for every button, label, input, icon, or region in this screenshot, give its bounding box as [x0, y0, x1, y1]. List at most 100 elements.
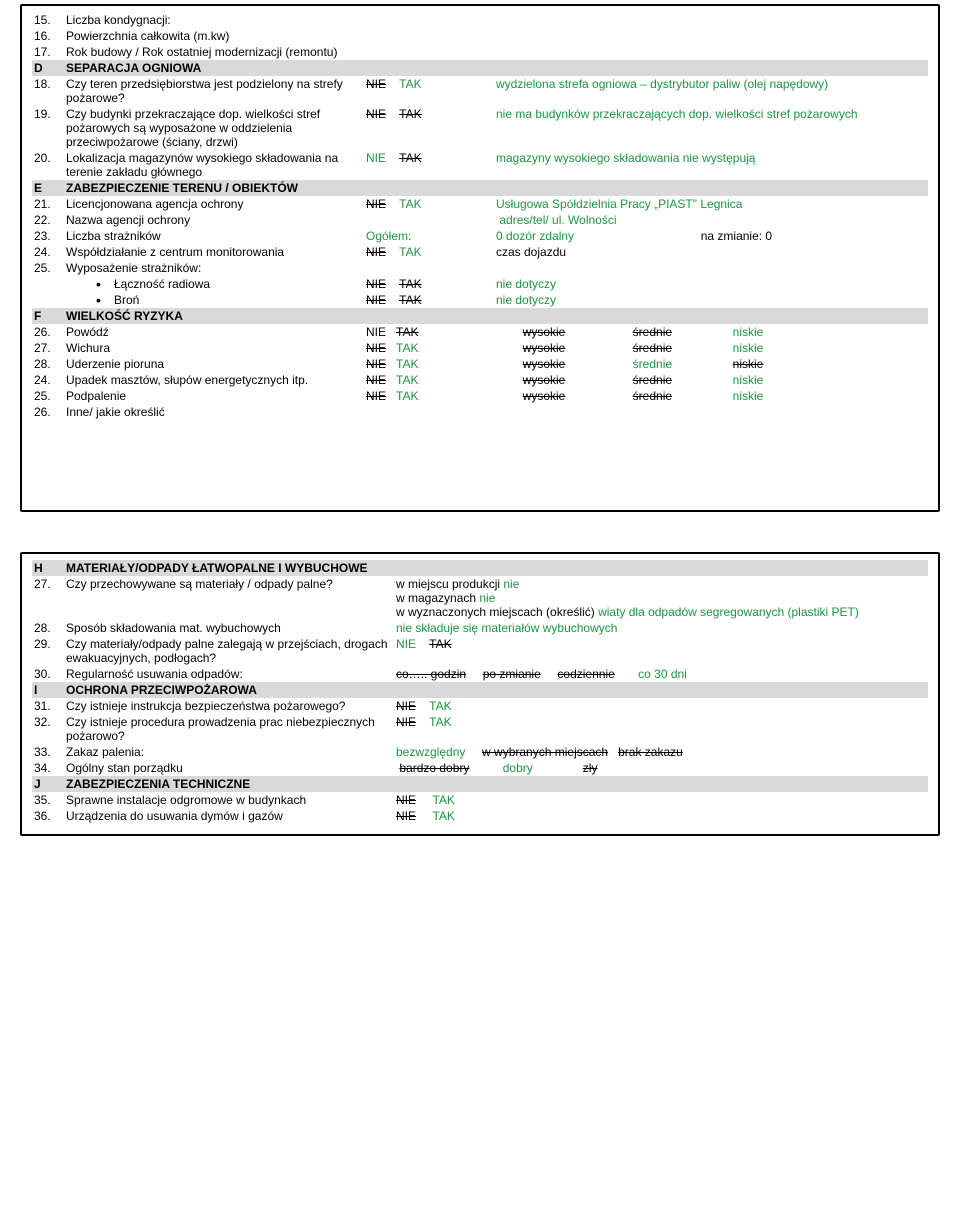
opts: NIE TAK [366, 293, 496, 307]
row-label: Czy budynki przekraczające dop. wielkośc… [66, 107, 366, 149]
nie-option: NIE [366, 107, 386, 121]
opts: NIE TAK [366, 151, 496, 165]
risk-row: 27.WichuraNIE TAK wysokieśrednieniskie [32, 340, 928, 356]
risk-row: 24.Upadek masztów, słupów energetycznych… [32, 372, 928, 388]
bullet-label: Łączność radiowa [114, 277, 366, 291]
row-num: 35. [32, 793, 66, 807]
opts: NIE TAK [396, 637, 928, 651]
note: adres/tel/ ul. Wolności [496, 213, 928, 227]
opts: NIE TAK [366, 277, 496, 291]
row-num: 15. [32, 13, 66, 27]
row-label: Czy istnieje procedura prowadzenia prac … [66, 715, 396, 743]
row-17: 17. Rok budowy / Rok ostatniej moderniza… [32, 44, 928, 60]
opts: NIE TAK [396, 793, 928, 807]
opts: NIE TAK [366, 107, 496, 121]
row-label: Powierzchnia całkowita (m.kw) [66, 29, 366, 43]
row-num: 32. [32, 715, 66, 729]
section-title: OCHRONA PRZECIWPOŻAROWA [66, 683, 928, 697]
note: nie ma budynków przekraczających dop. wi… [496, 107, 928, 121]
row-label: Liczba strażników [66, 229, 366, 243]
section-title: ZABEZPIECZENIA TECHNICZNE [54, 777, 928, 791]
note: magazyny wysokiego składowania nie wystę… [496, 151, 928, 165]
row-label: Czy istnieje instrukcja bezpieczeństwa p… [66, 699, 396, 713]
section-e-header: E ZABEZPIECZENIE TERENU / OBIEKTÓW [32, 180, 928, 196]
row-num: 34. [32, 761, 66, 775]
row-label: Uderzenie pioruna [66, 357, 366, 371]
risk-row: 26.PowódźNIE TAK wysokieśrednieniskie [32, 324, 928, 340]
row-22: 22. Nazwa agencji ochrony adres/tel/ ul.… [32, 212, 928, 228]
r27-line: w miejscu produkcji nie [396, 577, 928, 591]
r27-line: w magazynach nie [396, 591, 928, 605]
tak-option: TAK [399, 245, 421, 259]
opts: bardzo dobry dobry zły [396, 761, 928, 775]
opts: NIE TAK [366, 325, 496, 339]
row-15: 15. Liczba kondygnacji: [32, 12, 928, 28]
row-35: 35. Sprawne instalacje odgromowe w budyn… [32, 792, 928, 808]
row-label: Czy teren przedsiębiorstwa jest podzielo… [66, 77, 366, 105]
row-label: Czy materiały/odpady palne zalegają w pr… [66, 637, 396, 665]
row-num: 28. [32, 357, 66, 371]
note: Usługowa Spółdzielnia Pracy „PIAST" Legn… [496, 197, 928, 211]
row-num: 22. [32, 213, 66, 227]
opts: NIE TAK [366, 341, 496, 355]
risk-row: 25.PodpalenieNIE TAK wysokieśrednieniski… [32, 388, 928, 404]
row-25b: • Broń NIE TAK nie dotyczy [32, 292, 928, 308]
row-num: 36. [32, 809, 66, 823]
tak-option: TAK [399, 77, 421, 91]
row-label: Rok budowy / Rok ostatniej modernizacji … [66, 45, 366, 59]
row-25a: • Łączność radiowa NIE TAK nie dotyczy [32, 276, 928, 292]
bullet-icon: • [96, 277, 114, 291]
opts: bezwzględny w wybranych miejscach brak z… [396, 745, 928, 759]
note: wydzielona strefa ogniowa – dystrybutor … [496, 77, 928, 91]
row-25: 25. Wyposażenie strażników: [32, 260, 928, 276]
row-num: 16. [32, 29, 66, 43]
tak-option: TAK [399, 151, 421, 165]
note: czas dojazdu [496, 245, 928, 259]
row-28: 28. Sposób składowania mat. wybuchowych … [32, 620, 928, 636]
nie-option: NIE [366, 197, 386, 211]
row-num: 27. [32, 577, 66, 591]
opts: NIE TAK [366, 245, 496, 259]
row-19: 19. Czy budynki przekraczające dop. wiel… [32, 106, 928, 150]
row-num: 27. [32, 341, 66, 355]
row-24: 24. Współdziałanie z centrum monitorowan… [32, 244, 928, 260]
form-box-2: H MATERIAŁY/ODPADY ŁATWOPALNE I WYBUCHOW… [20, 552, 940, 836]
row-label: Zakaz palenia: [66, 745, 396, 759]
opts: NIE TAK [366, 197, 496, 211]
nie-option: NIE [366, 77, 386, 91]
row-label: Liczba kondygnacji: [66, 13, 366, 27]
section-letter: E [32, 181, 66, 195]
row-num: 25. [32, 389, 66, 403]
tak-option: TAK [399, 197, 421, 211]
note: nie składuje się materiałów wybuchowych [396, 621, 928, 635]
risk-row: 28.Uderzenie piorunaNIE TAK wysokieśredn… [32, 356, 928, 372]
row-num: 19. [32, 107, 66, 121]
section-title: WIELKOŚĆ RYZYKA [66, 309, 928, 323]
row-label: Regularność usuwania odpadów: [66, 667, 396, 681]
section-title: ZABEZPIECZENIE TERENU / OBIEKTÓW [66, 181, 928, 195]
r27-line: w wyznaczonych miejscach (określić) wiat… [396, 605, 928, 619]
section-letter: J [32, 777, 54, 791]
row-num: 33. [32, 745, 66, 759]
opts: NIE TAK [366, 357, 496, 371]
section-letter: F [32, 309, 66, 323]
risk-levels: wysokieśrednieniskie [496, 357, 928, 371]
row-num: 24. [32, 245, 66, 259]
form-box-1: 15. Liczba kondygnacji: 16. Powierzchnia… [20, 4, 940, 512]
opts: NIE TAK [366, 373, 496, 387]
row-34: 34. Ogólny stan porządku bardzo dobry do… [32, 760, 928, 776]
nie-option: NIE [366, 151, 386, 165]
row-33: 33. Zakaz palenia: bezwzględny w wybrany… [32, 744, 928, 760]
row-label: Sposób składowania mat. wybuchowych [66, 621, 396, 635]
r27-lines: w miejscu produkcji niew magazynach niew… [396, 577, 928, 619]
row-num: 26. [32, 405, 66, 419]
row-18: 18. Czy teren przedsiębiorstwa jest podz… [32, 76, 928, 106]
row-label: Wyposażenie strażników: [66, 261, 366, 275]
section-letter: H [32, 561, 66, 575]
opts: co….. godzin po zmianie codziennie co 30… [396, 667, 928, 681]
section-j-header: J ZABEZPIECZENIA TECHNICZNE [32, 776, 928, 792]
section-d-header: D SEPARACJA OGNIOWA [32, 60, 928, 76]
row-label: Współdziałanie z centrum monitorowania [66, 245, 366, 259]
opts: NIE TAK [396, 715, 928, 729]
row-num: 18. [32, 77, 66, 91]
